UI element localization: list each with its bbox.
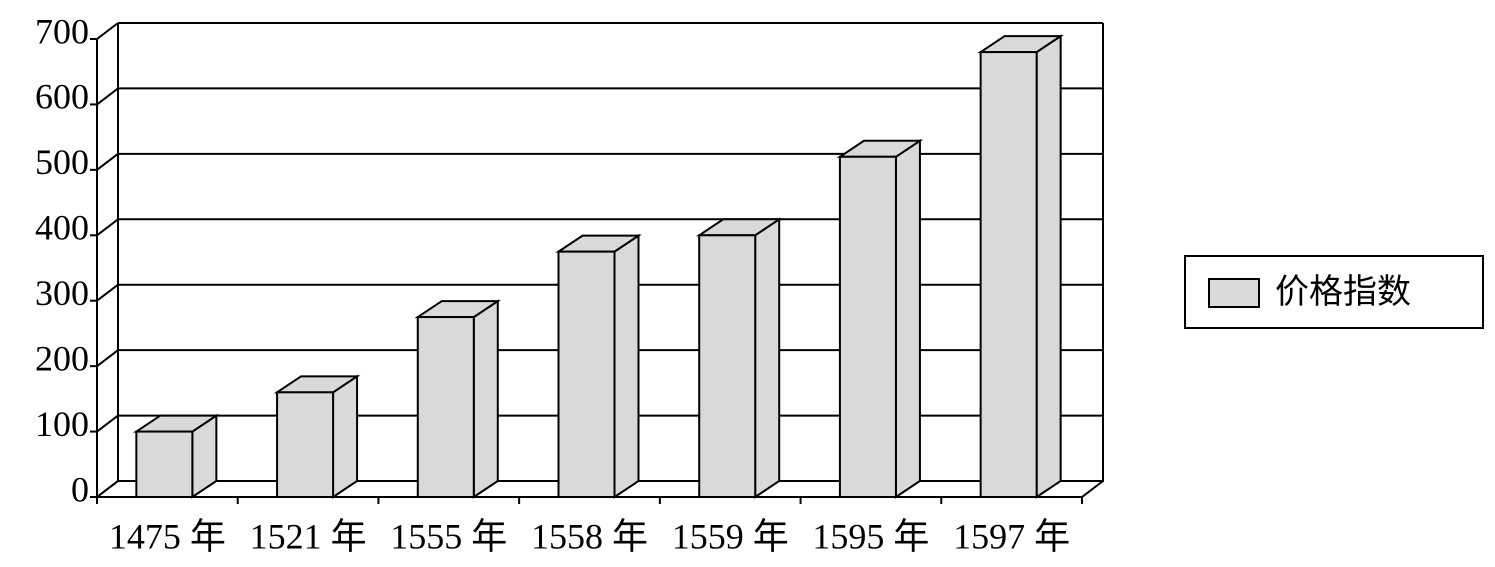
bar bbox=[276, 391, 335, 499]
x-tick-label: 1559 年 bbox=[672, 516, 789, 556]
legend-label: 价格指数 bbox=[1275, 273, 1411, 311]
bar-side bbox=[472, 299, 499, 499]
grid-line bbox=[96, 218, 119, 237]
y-tick-label: 0 bbox=[71, 469, 89, 509]
bar-side bbox=[613, 233, 640, 499]
grid-line bbox=[96, 22, 119, 40]
bar-side bbox=[894, 138, 921, 499]
y-tick-label: 200 bbox=[35, 338, 89, 378]
grid-line bbox=[96, 349, 119, 367]
x-tick-label: 1597 年 bbox=[953, 516, 1070, 556]
grid-line bbox=[96, 87, 119, 106]
x-tick-label: 1555 年 bbox=[390, 516, 507, 556]
y-tick-label: 100 bbox=[35, 404, 89, 444]
x-tick-label: 1475 年 bbox=[109, 516, 226, 556]
x-tick-label: 1595 年 bbox=[812, 516, 929, 556]
bar bbox=[838, 155, 897, 498]
bar-side bbox=[332, 374, 359, 499]
bar bbox=[979, 51, 1038, 498]
y-tick-label: 600 bbox=[35, 77, 89, 117]
grid-line bbox=[96, 283, 119, 302]
legend-swatch bbox=[1208, 278, 1260, 308]
bar bbox=[416, 316, 475, 499]
bar-side bbox=[754, 217, 781, 499]
bar-side bbox=[1035, 34, 1062, 499]
grid-line bbox=[96, 480, 119, 498]
x-tick-label: 1558 年 bbox=[531, 516, 648, 556]
y-tick-label: 700 bbox=[35, 11, 89, 51]
y-tick-label: 400 bbox=[35, 208, 89, 248]
x-tick-label: 1521 年 bbox=[250, 516, 367, 556]
bar bbox=[698, 234, 757, 499]
grid-line bbox=[96, 414, 119, 433]
grid-line bbox=[96, 153, 119, 171]
y-tick-label: 500 bbox=[35, 142, 89, 182]
bar bbox=[135, 430, 194, 499]
bar bbox=[557, 250, 616, 498]
y-tick-label: 300 bbox=[35, 273, 89, 313]
